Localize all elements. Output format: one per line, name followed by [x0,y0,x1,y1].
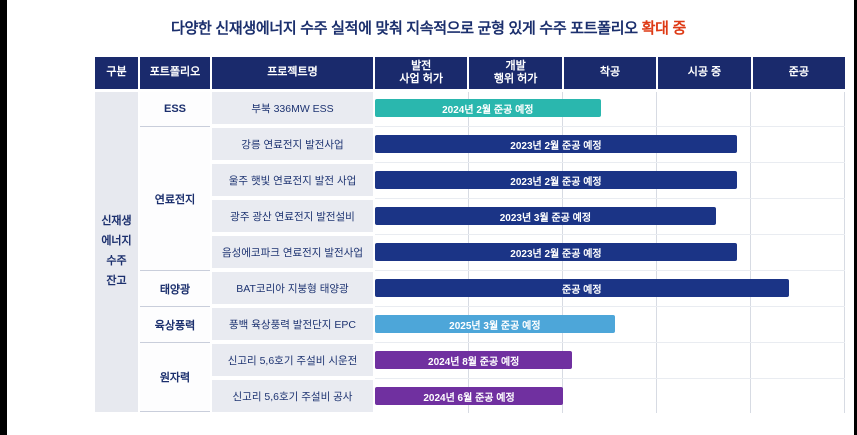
project-name: 부북 336MW ESS [212,92,373,124]
letterbox-left [0,0,7,435]
header-cell-project: 프로젝트명 [212,57,373,89]
gantt-bar: 준공 예정 [375,279,789,297]
gantt-bar: 2025년 3월 준공 예정 [375,315,615,333]
bar-label: 2025년 3월 준공 예정 [449,320,541,332]
table-row: 음성에코파크 연료전지 발전사업 2023년 2월 준공 예정 [212,236,845,268]
table-row: 신고리 5,6호기 주설비 시운전 2024년 8월 준공 예정 [212,344,845,376]
project-name: 울주 햇빛 연료전지 발전 사업 [212,164,373,196]
portfolio-cell-fuel-cell: 연료전지 [140,126,210,270]
gantt-bar: 2023년 3월 준공 예정 [375,207,716,225]
header-cell-phase-permit-gen: 발전 사업 허가 [375,57,468,89]
portfolio-cell-ess: ESS [140,92,210,126]
portfolio-cell-nuclear: 원자력 [140,342,210,412]
table-row: 부북 336MW ESS 2024년 2월 준공 예정 [212,92,845,124]
category-cell: 신재생 에너지 수주 잔고 [95,92,138,412]
project-name: 신고리 5,6호기 주설비 시운전 [212,344,373,376]
bar-label: 2023년 3월 준공 예정 [499,212,592,224]
table-row: 광주 광산 연료전지 발전설비 2023년 3월 준공 예정 [212,200,845,232]
header-cell-category: 구분 [95,57,138,89]
page-title: 다양한 신재생에너지 수주 실적에 맞춰 지속적으로 균형 있게 수주 포트폴리… [0,17,857,38]
header-timeline-phases: 발전 사업 허가 개발 행위 허가 착공 시공 중 준공 [375,57,846,89]
table-row: 울주 햇빛 연료전지 발전 사업 2023년 2월 준공 예정 [212,164,845,196]
header-cell-phase-complete: 준공 [752,57,846,89]
bar-label: 2024년 2월 준공 예정 [442,104,534,116]
header-cell-portfolio: 포트폴리오 [140,57,210,89]
header-cell-phase-permit-dev: 개발 행위 허가 [469,57,562,89]
project-name: 신고리 5,6호기 주설비 공사 [212,380,373,412]
portfolio-cell-solar: 태양광 [140,270,210,306]
gantt-bar: 2023년 2월 준공 예정 [375,171,737,189]
letterbox-right [854,0,857,435]
title-highlight: 확대 중 [641,20,687,37]
bar-label: 2023년 2월 준공 예정 [510,140,602,152]
header-cell-phase-ongoing: 시공 중 [658,57,751,89]
table-row: 강릉 연료전지 발전사업 2023년 2월 준공 예정 [212,128,845,160]
project-name: BAT코리아 지붕형 태양광 [212,272,373,304]
project-name: 음성에코파크 연료전지 발전사업 [212,236,373,268]
bar-label: 2024년 6월 준공 예정 [423,392,515,404]
table-row: BAT코리아 지붕형 태양광 준공 예정 [212,272,845,304]
gantt-bar: 2024년 6월 준공 예정 [375,387,563,405]
gantt-bar: 2024년 8월 준공 예정 [375,351,573,369]
project-name: 강릉 연료전지 발전사업 [212,128,373,160]
gantt-bar: 2024년 2월 준공 예정 [375,99,601,117]
bar-label: 2023년 2월 준공 예정 [510,176,602,188]
bar-label: 2024년 8월 준공 예정 [428,356,520,368]
bar-label: 2023년 2월 준공 예정 [510,248,602,260]
header-cell-phase-start: 착공 [563,57,657,89]
gantt-bar: 2023년 2월 준공 예정 [375,135,737,153]
project-name: 풍백 육상풍력 발전단지 EPC [212,308,373,340]
table-row: 신고리 5,6호기 주설비 공사 2024년 6월 준공 예정 [212,380,845,412]
table-row: 풍백 육상풍력 발전단지 EPC 2025년 3월 준공 예정 [212,308,845,340]
title-text: 다양한 신재생에너지 수주 실적에 맞춰 지속적으로 균형 있게 수주 포트폴리… [170,20,642,37]
bar-label: 준공 예정 [562,284,602,296]
project-name: 광주 광산 연료전지 발전설비 [212,200,373,232]
table-header: 구분 포트폴리오 프로젝트명 발전 사업 허가 개발 행위 허가 착공 시공 중… [95,57,846,89]
portfolio-cell-wind: 육상풍력 [140,306,210,342]
gantt-bar: 2023년 2월 준공 예정 [375,243,737,261]
